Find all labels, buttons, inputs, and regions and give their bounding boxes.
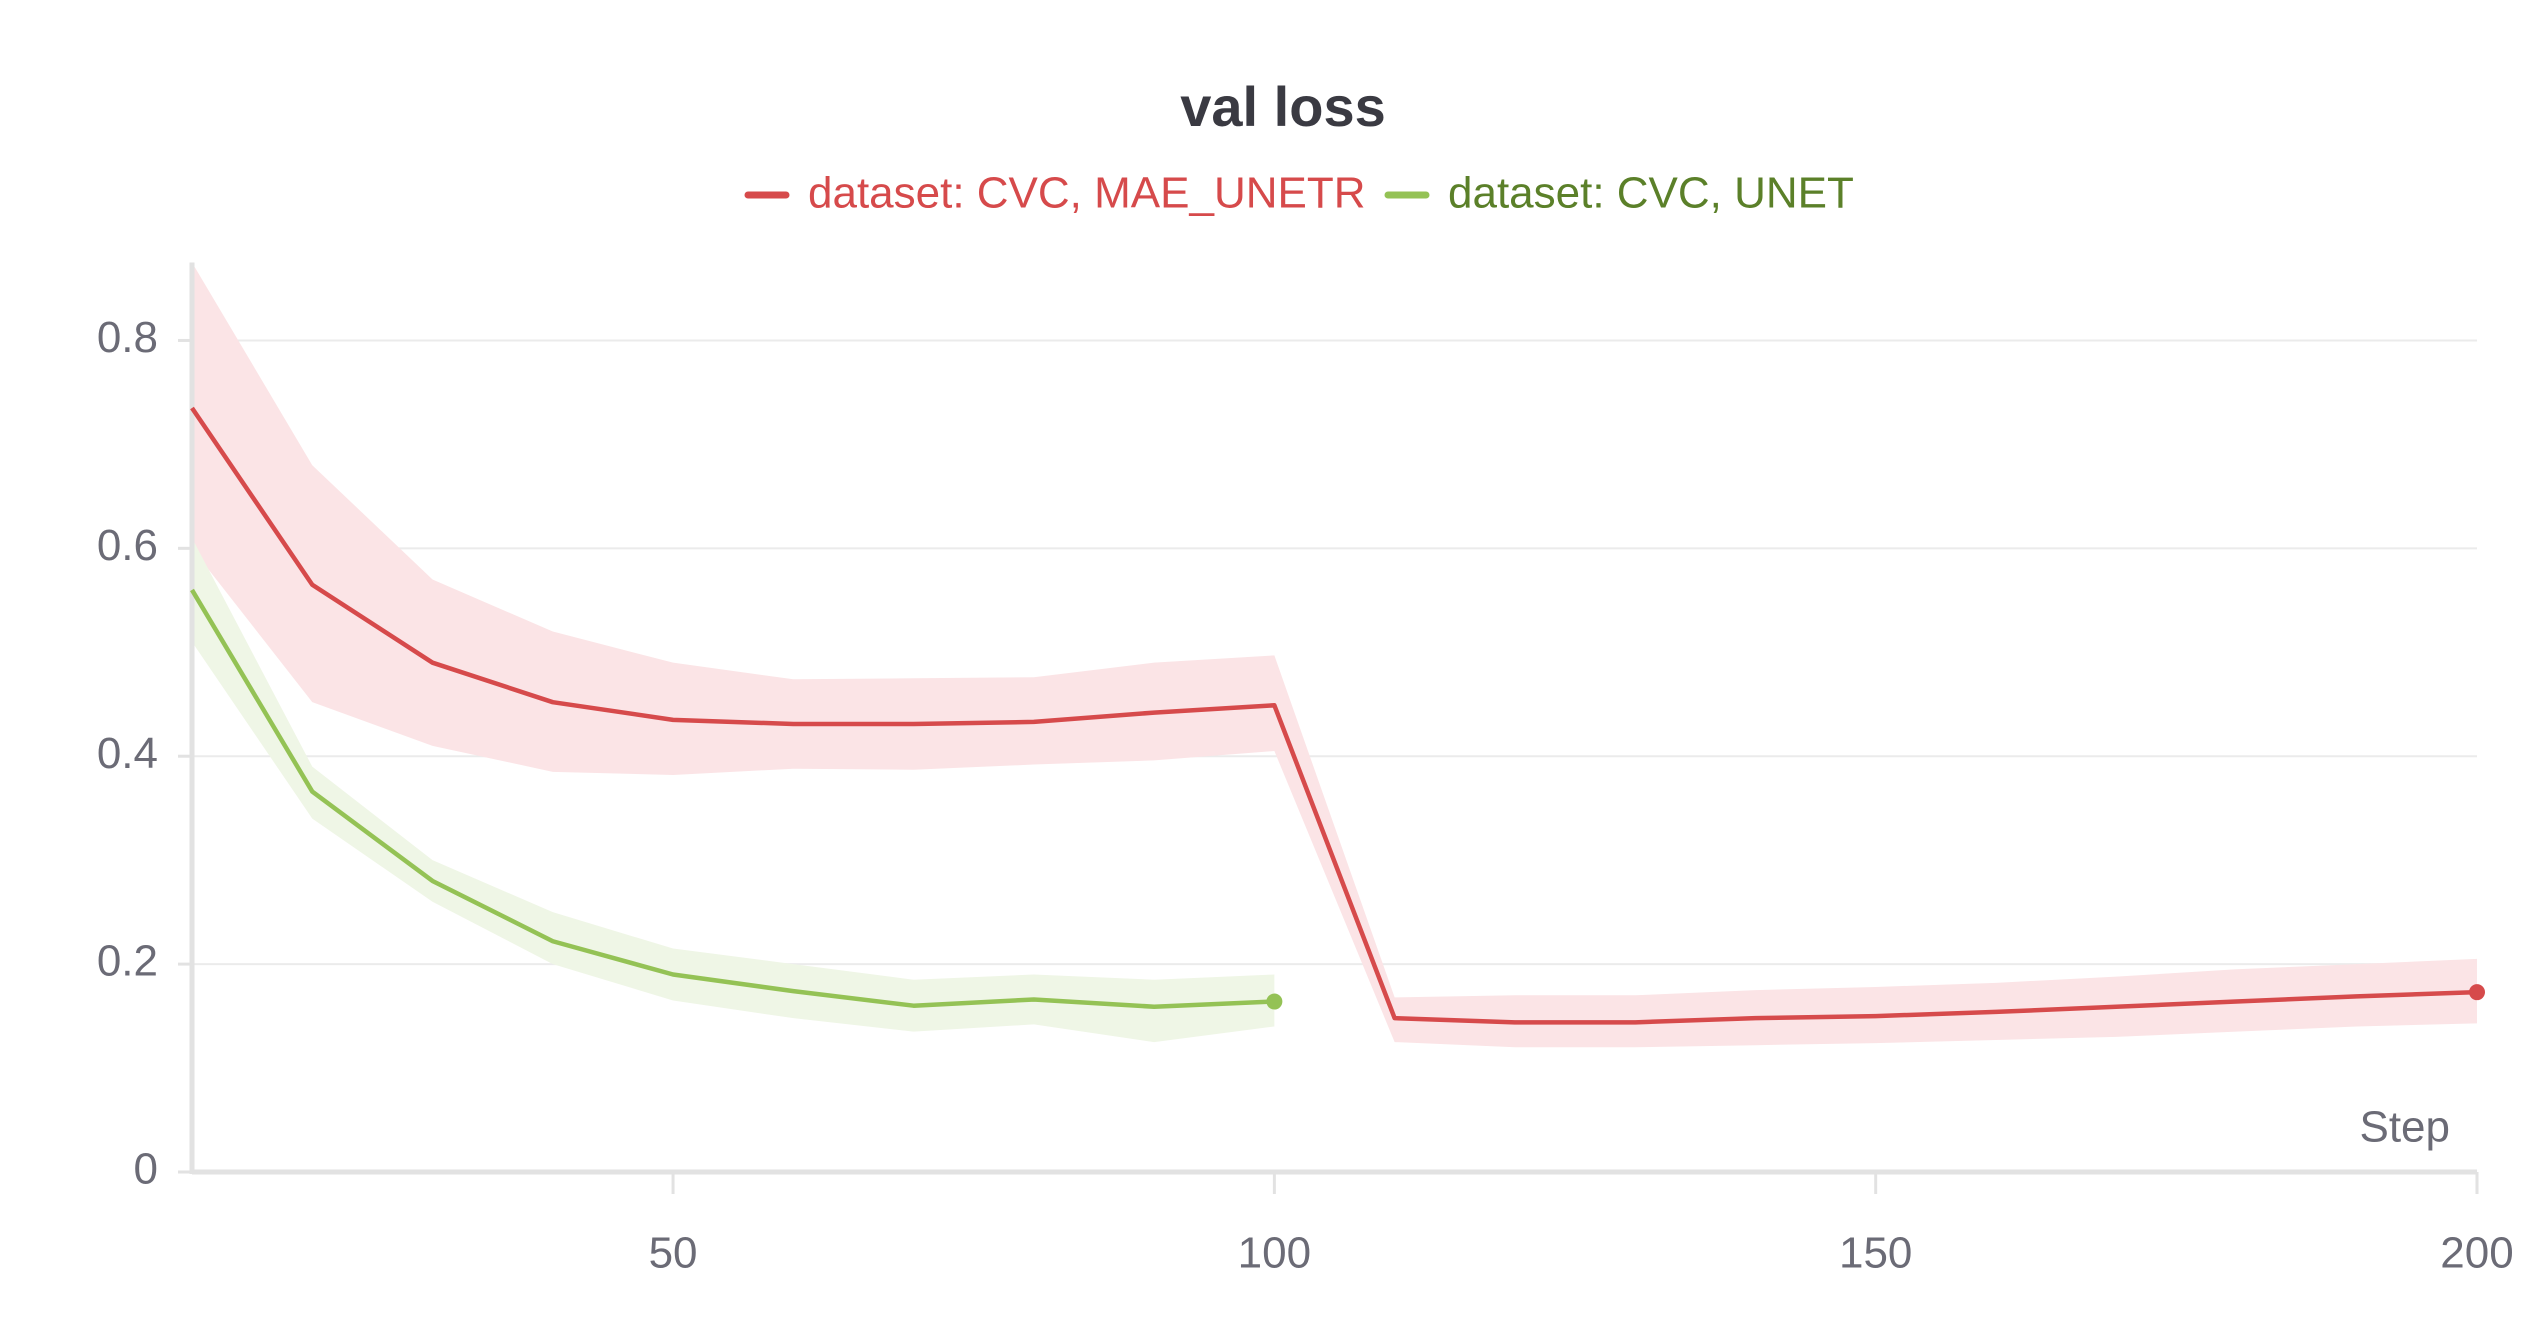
y-tick-label: 0.8 xyxy=(97,313,158,362)
legend-label: dataset: CVC, MAE_UNETR xyxy=(808,169,1366,218)
error-band xyxy=(192,537,1275,1043)
x-axis-label: Step xyxy=(2359,1103,2450,1152)
series-line xyxy=(190,406,2478,1025)
x-tick-label: 150 xyxy=(1839,1229,1912,1278)
x-tick-label: 100 xyxy=(1238,1229,1311,1278)
x-tick-label: 200 xyxy=(2440,1229,2513,1278)
error-band xyxy=(192,262,2477,1048)
y-tick-label: 0 xyxy=(134,1145,158,1194)
end-point xyxy=(1266,993,1283,1010)
y-tick-label: 0.6 xyxy=(97,521,158,570)
y-tick-label: 0.4 xyxy=(97,729,158,778)
chart-title: val loss xyxy=(1180,75,1385,138)
y-tick-label: 0.2 xyxy=(97,937,158,986)
x-tick-label: 50 xyxy=(649,1229,698,1278)
end-point xyxy=(2469,984,2485,1001)
legend-label: dataset: CVC, UNET xyxy=(1448,169,1854,218)
series-line xyxy=(190,588,1275,1009)
